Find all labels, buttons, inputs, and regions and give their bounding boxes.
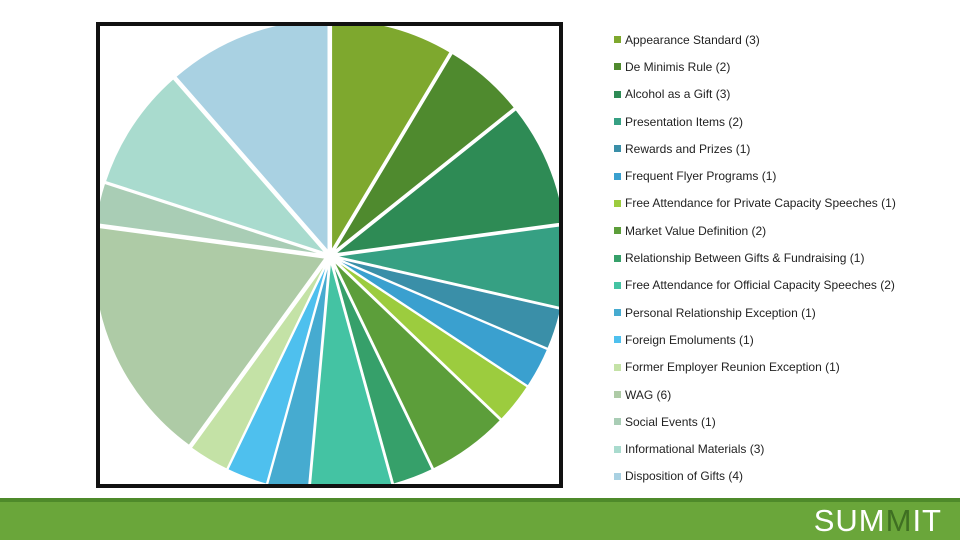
legend-swatch	[614, 363, 621, 371]
legend-item: Market Value Definition (2)	[614, 217, 954, 244]
legend-swatch	[614, 63, 621, 71]
pie-slice-9	[331, 260, 434, 484]
legend-swatch	[614, 445, 621, 453]
legend-swatch	[614, 145, 621, 153]
logo-text-it: IT	[912, 503, 942, 538]
legend-item: Informational Materials (3)	[614, 435, 954, 462]
legend-item: Personal Relationship Exception (1)	[614, 299, 954, 326]
pie-slice-10	[309, 260, 393, 484]
legend-item: Frequent Flyer Programs (1)	[614, 162, 954, 189]
legend-swatch	[614, 172, 621, 180]
summit-logo: SUMMIT	[814, 504, 942, 538]
pie-slice-7	[333, 258, 529, 421]
legend-label: Social Events (1)	[625, 414, 716, 429]
legend-label: De Minimis Rule (2)	[625, 59, 731, 74]
legend-swatch	[614, 254, 621, 262]
pie-chart	[100, 26, 559, 484]
legend-label: Personal Relationship Exception (1)	[625, 305, 816, 320]
legend-item: Social Events (1)	[614, 408, 954, 435]
legend-label: Free Attendance for Private Capacity Spe…	[625, 196, 896, 211]
legend-label: Presentation Items (2)	[625, 114, 744, 129]
legend-label: Former Employer Reunion Exception (1)	[625, 360, 840, 375]
pie-slice-17	[174, 26, 329, 254]
legend-swatch	[614, 336, 621, 344]
legend-swatch	[614, 309, 621, 317]
legend-swatch	[614, 90, 621, 98]
legend-label: Relationship Between Gifts & Fundraising…	[625, 251, 865, 266]
pie-slice-12	[226, 260, 329, 484]
legend-label: Foreign Emoluments (1)	[625, 332, 754, 347]
pie-slice-11	[266, 260, 330, 484]
legend-item: Free Attendance for Official Capacity Sp…	[614, 272, 954, 299]
legend-item: De Minimis Rule (2)	[614, 53, 954, 80]
pie-slice-6	[333, 257, 549, 388]
legend-swatch	[614, 199, 621, 207]
legend-item: Foreign Emoluments (1)	[614, 326, 954, 353]
pie-slice-15	[100, 182, 326, 256]
pie-slice-13	[190, 259, 329, 471]
legend-item: Former Employer Reunion Exception (1)	[614, 354, 954, 381]
pie-chart-frame	[96, 22, 563, 488]
legend-label: Alcohol as a Gift (3)	[625, 87, 731, 102]
legend-item: Presentation Items (2)	[614, 108, 954, 135]
pie-slice-5	[334, 256, 559, 350]
chart-legend: Appearance Standard (3) De Minimis Rule (…	[614, 26, 954, 490]
legend-label: Appearance Standard (3)	[625, 32, 760, 47]
pie-slice-8	[332, 259, 502, 471]
legend-label: Informational Materials (3)	[625, 442, 765, 457]
legend-swatch	[614, 281, 621, 289]
logo-text-sum: SUM	[813, 503, 886, 538]
pie-slice-1	[330, 26, 452, 254]
legend-swatch	[614, 36, 621, 44]
legend-item: Rewards and Prizes (1)	[614, 135, 954, 162]
legend-item: Alcohol as a Gift (3)	[614, 81, 954, 108]
legend-swatch	[614, 227, 621, 235]
legend-label: Disposition of Gifts (4)	[625, 469, 744, 484]
legend-item: Appearance Standard (3)	[614, 26, 954, 53]
footer-bar: SUMMIT	[0, 498, 960, 540]
logo-text-m: M	[885, 503, 913, 538]
legend-label: Rewards and Prizes (1)	[625, 141, 751, 156]
legend-label: Market Value Definition (2)	[625, 223, 767, 238]
legend-swatch	[614, 418, 621, 426]
legend-item: Relationship Between Gifts & Fundraising…	[614, 244, 954, 271]
legend-swatch	[614, 118, 621, 126]
legend-swatch	[614, 472, 621, 480]
legend-label: Free Attendance for Official Capacity Sp…	[625, 278, 895, 293]
legend-item: Disposition of Gifts (4)	[614, 463, 954, 490]
pie-slice-14	[100, 226, 327, 447]
legend-item: WAG (6)	[614, 381, 954, 408]
pie-slice-16	[104, 77, 329, 255]
legend-label: WAG (6)	[625, 387, 672, 402]
pie-slice-3	[332, 108, 559, 256]
legend-item: Free Attendance for Private Capacity Spe…	[614, 190, 954, 217]
pie-slice-2	[332, 52, 516, 253]
legend-label: Frequent Flyer Programs (1)	[625, 169, 777, 184]
legend-swatch	[614, 391, 621, 398]
pie-slice-4	[334, 225, 559, 309]
